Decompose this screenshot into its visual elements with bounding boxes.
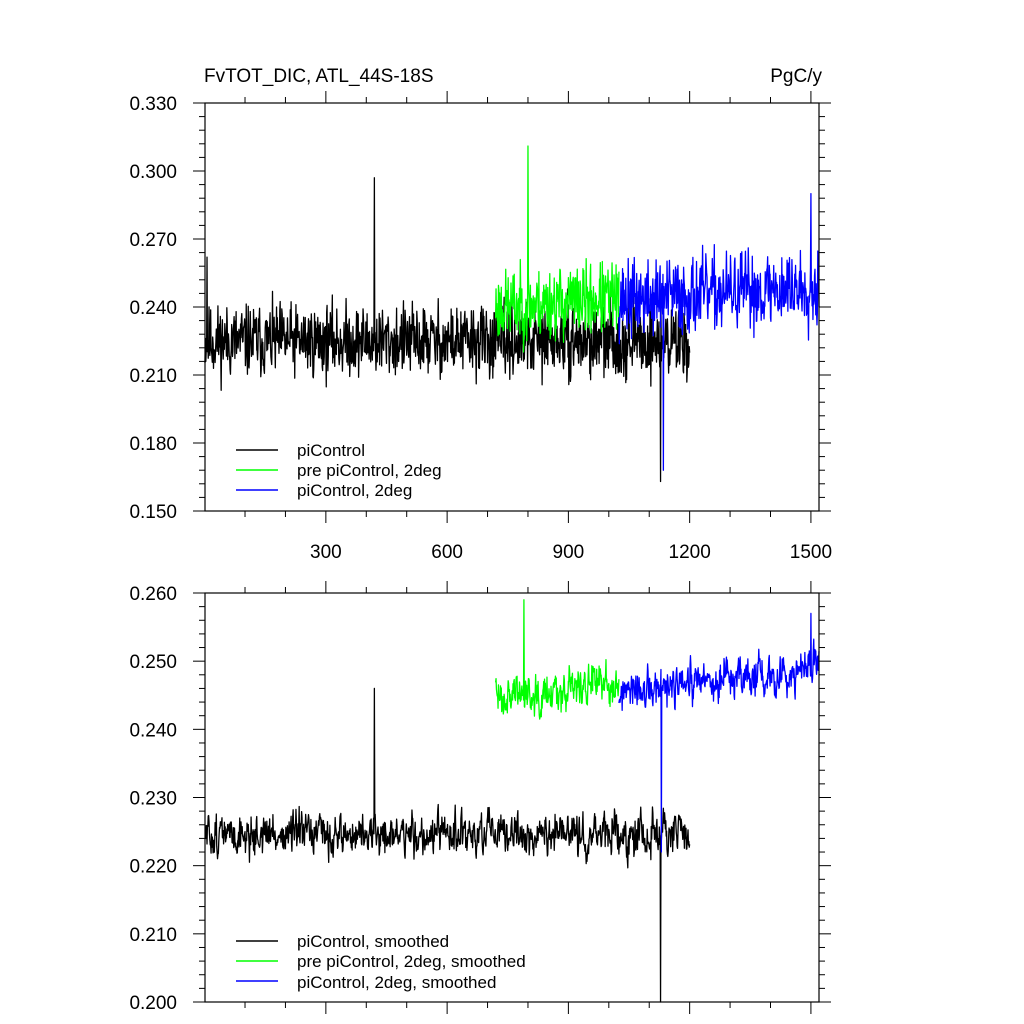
top-x-tick-label: 900	[553, 542, 585, 563]
top-legend-label-picontrol-2deg: piControl, 2deg	[297, 481, 412, 500]
bottom-legend-label-picontrol-2deg-smoothed: piControl, 2deg, smoothed	[297, 973, 496, 992]
top-y-tick-label: 0.240	[129, 298, 177, 319]
top-legend-label-pre-picontrol-2deg: pre piControl, 2deg	[297, 461, 442, 480]
top-y-axis: 0.150 0.180 0.210 0.240 0.270 0.300 0.330	[129, 94, 831, 523]
top-chart-title: FvTOT_DIC, ATL_44S-18S	[204, 66, 434, 87]
top-chart-units: PgC/y	[770, 66, 822, 87]
bottom-y-tick-label: 0.250	[129, 652, 177, 673]
bottom-plot-area	[204, 599, 820, 1003]
top-series-line-picontrol	[204, 177, 691, 483]
top-x-tick-label: 1500	[790, 542, 832, 563]
top-y-tick-label: 0.150	[129, 502, 177, 523]
top-panel: FvTOT_DIC, ATL_44S-18S PgC/y 0.1500.1800…	[129, 66, 832, 563]
bottom-legend-label-pre-picontrol-2deg-smoothed: pre piControl, 2deg, smoothed	[297, 952, 526, 971]
top-series-line-pre-picontrol-2deg	[494, 145, 620, 353]
bottom-y-tick-label: 0.260	[129, 584, 177, 605]
top-x-axis: 300 600 900 1200 1500	[244, 91, 832, 563]
bottom-legend-label-picontrol-smoothed: piControl, smoothed	[297, 932, 449, 951]
top-y-tick-label: 0.300	[129, 162, 177, 183]
top-y-tick-label: 0.330	[129, 94, 177, 115]
bottom-y-tick-label: 0.200	[129, 993, 177, 1014]
bottom-y-tick-label: 0.240	[129, 720, 177, 741]
top-y-tick-label: 0.270	[129, 230, 177, 251]
top-legend: piControl pre piControl, 2deg piControl,…	[236, 441, 442, 500]
bottom-y-tick-label: 0.230	[129, 789, 177, 810]
bottom-series-line-pre-picontrol-2deg-smoothed	[494, 599, 620, 720]
top-x-tick-label: 1200	[669, 542, 711, 563]
bottom-y-tick-label: 0.210	[129, 925, 177, 946]
top-x-tick-label: 600	[431, 542, 463, 563]
top-x-tick-label: 300	[310, 542, 342, 563]
bottom-series-line-picontrol-2deg-smoothed	[618, 612, 820, 853]
top-plot-area	[204, 145, 820, 483]
bottom-x-axis	[244, 581, 812, 1014]
top-series-line-picontrol-2deg	[618, 193, 820, 471]
bottom-y-tick-label: 0.220	[129, 857, 177, 878]
bottom-series-line-picontrol-smoothed	[204, 687, 691, 1003]
top-y-tick-label: 0.180	[129, 434, 177, 455]
bottom-panel: 0.200 0.210 0.220 0.230 0.240 0.250 0.260 piCo…	[129, 581, 831, 1014]
bottom-y-axis: 0.200 0.210 0.220 0.230 0.240 0.250 0.260	[129, 584, 831, 1014]
top-y-tick-label: 0.210	[129, 366, 177, 387]
bottom-legend: piControl, smoothed pre piControl, 2deg,…	[236, 932, 526, 992]
top-legend-label-picontrol: piControl	[297, 441, 365, 460]
